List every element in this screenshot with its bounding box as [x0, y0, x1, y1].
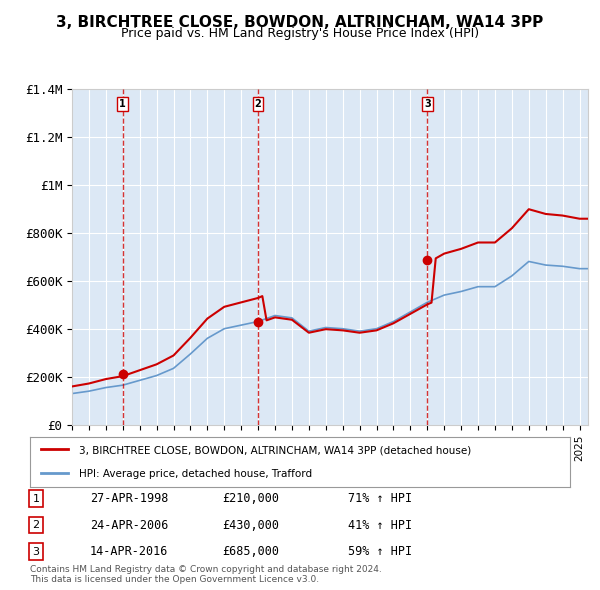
Text: £430,000: £430,000 — [222, 519, 279, 532]
Text: 27-APR-1998: 27-APR-1998 — [90, 492, 169, 505]
Text: 14-APR-2016: 14-APR-2016 — [90, 545, 169, 558]
Text: Contains HM Land Registry data © Crown copyright and database right 2024.
This d: Contains HM Land Registry data © Crown c… — [30, 565, 382, 584]
Text: 3, BIRCHTREE CLOSE, BOWDON, ALTRINCHAM, WA14 3PP (detached house): 3, BIRCHTREE CLOSE, BOWDON, ALTRINCHAM, … — [79, 445, 471, 455]
Text: 3: 3 — [32, 547, 40, 556]
Text: Price paid vs. HM Land Registry's House Price Index (HPI): Price paid vs. HM Land Registry's House … — [121, 27, 479, 40]
Text: 1: 1 — [32, 494, 40, 503]
Text: 2: 2 — [255, 99, 262, 109]
Text: 1: 1 — [119, 99, 126, 109]
Text: 3, BIRCHTREE CLOSE, BOWDON, ALTRINCHAM, WA14 3PP: 3, BIRCHTREE CLOSE, BOWDON, ALTRINCHAM, … — [56, 15, 544, 30]
Text: £685,000: £685,000 — [222, 545, 279, 558]
Text: HPI: Average price, detached house, Trafford: HPI: Average price, detached house, Traf… — [79, 469, 312, 479]
Text: 24-APR-2006: 24-APR-2006 — [90, 519, 169, 532]
Text: 41% ↑ HPI: 41% ↑ HPI — [348, 519, 412, 532]
Text: £210,000: £210,000 — [222, 492, 279, 505]
Text: 59% ↑ HPI: 59% ↑ HPI — [348, 545, 412, 558]
Text: 71% ↑ HPI: 71% ↑ HPI — [348, 492, 412, 505]
Text: 2: 2 — [32, 520, 40, 530]
Text: 3: 3 — [424, 99, 431, 109]
